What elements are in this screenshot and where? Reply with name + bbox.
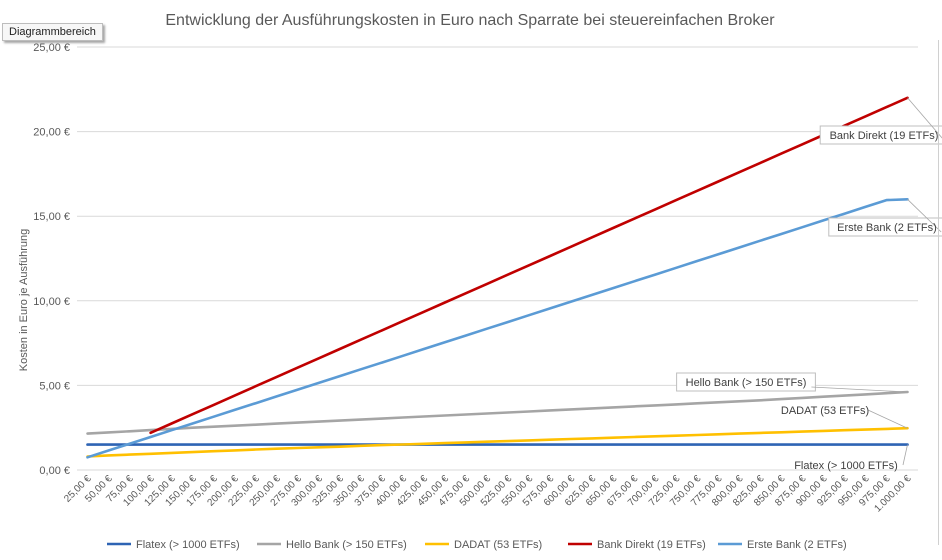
data-label-leader xyxy=(867,409,908,429)
data-label-group-4: Erste Bank (2 ETFs) xyxy=(828,198,942,237)
data-label-group-0: Flatex (> 1000 ETFs) xyxy=(794,444,908,472)
y-tick-label: 10,00 € xyxy=(33,296,70,308)
chart-frame-right xyxy=(938,40,939,545)
data-label-box xyxy=(828,217,942,237)
series-data-labels: Bank Direkt (19 ETFs) Erste Bank (2 ETFs)… xyxy=(676,97,942,472)
data-label: Erste Bank (2 ETFs) xyxy=(837,222,937,234)
series-line-4 xyxy=(86,198,909,459)
data-label-leader xyxy=(907,198,942,233)
data-label-leader xyxy=(811,386,908,393)
data-label: DADAT (53 ETFs) xyxy=(781,405,869,417)
legend-entry: DADAT (53 ETFs) xyxy=(454,539,542,551)
data-label-box xyxy=(676,372,816,392)
chart-area-tooltip: Diagrammbereich xyxy=(2,23,103,41)
y-tick-label: 0,00 € xyxy=(39,465,70,477)
x-axis-ticks: 25,00 €50,00 €75,00 €100,00 €125,00 €150… xyxy=(62,473,914,515)
legend-entry: Bank Direkt (19 ETFs) xyxy=(597,539,706,551)
data-label-group-2: DADAT (53 ETFs) xyxy=(781,405,908,429)
y-axis-ticks: 0,00 € 5,00 € 10,00 € 15,00 € 20,00 € 25,00 € xyxy=(33,42,70,477)
series-lines xyxy=(86,96,909,459)
legend-entry: Erste Bank (2 ETFs) xyxy=(747,539,847,551)
legend-entry: Flatex (> 1000 ETFs) xyxy=(136,539,240,551)
data-label-box xyxy=(819,125,942,145)
data-label-leader xyxy=(907,97,942,139)
legend-entry: Hello Bank (> 150 ETFs) xyxy=(286,539,407,551)
legend: Flatex (> 1000 ETFs) Hello Bank (> 150 ET… xyxy=(107,539,847,551)
series-line-2 xyxy=(86,426,909,458)
data-label: Flatex (> 1000 ETFs) xyxy=(794,460,898,472)
data-label-group-3: Bank Direkt (19 ETFs) xyxy=(819,97,942,145)
y-tick-label: 20,00 € xyxy=(33,127,70,139)
chart-title: Entwicklung der Ausführungskosten in Eur… xyxy=(165,12,775,29)
y-tick-label: 15,00 € xyxy=(33,211,70,223)
y-tick-label: 25,00 € xyxy=(33,42,70,54)
y-axis-label: Kosten in Euro je Ausführung xyxy=(18,229,30,371)
series-line-3 xyxy=(149,96,909,435)
data-label: Hello Bank (> 150 ETFs) xyxy=(686,377,807,389)
data-label-leader xyxy=(902,444,908,466)
series-line-1 xyxy=(86,390,909,435)
gridlines xyxy=(77,46,918,471)
y-tick-label: 5,00 € xyxy=(39,380,70,392)
data-label-group-1: Hello Bank (> 150 ETFs) xyxy=(676,372,908,393)
data-label: Bank Direkt (19 ETFs) xyxy=(830,130,939,142)
